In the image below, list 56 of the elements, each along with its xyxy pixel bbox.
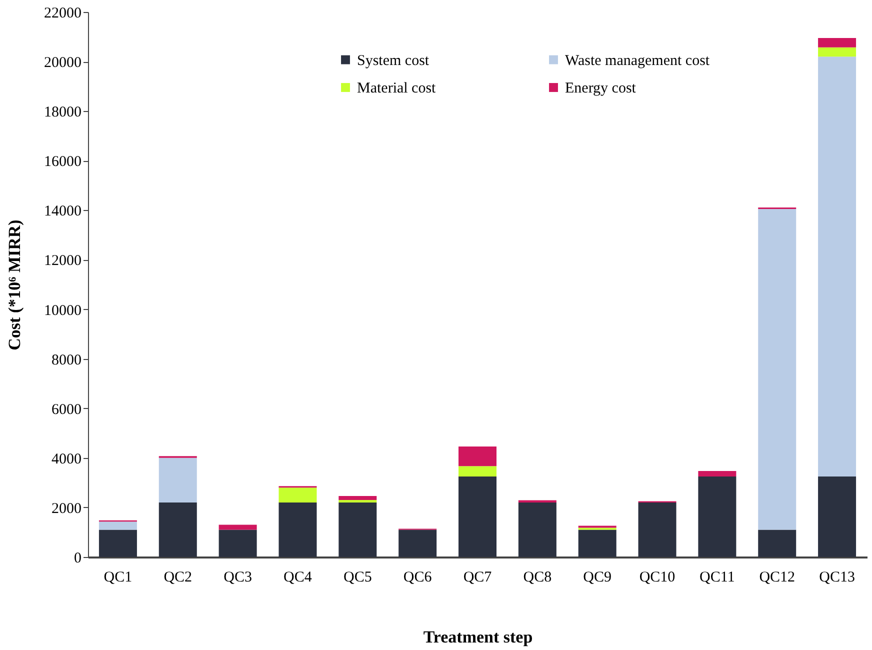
y-tick-label: 2000 [52, 500, 82, 517]
bar [758, 530, 796, 557]
y-tick-label: 0 [74, 550, 82, 566]
x-tick-label: QC9 [583, 570, 612, 586]
x-tick-label: QC11 [700, 570, 735, 586]
x-tick-label: QC1 [104, 570, 132, 586]
y-tick-label: 14000 [44, 204, 82, 220]
bar [158, 502, 197, 557]
x-tick-label: QC6 [403, 570, 432, 586]
y-tick-label: 22000 [44, 6, 82, 22]
legend-label: Material cost [357, 80, 437, 96]
legend-label: System cost [357, 52, 430, 69]
y-axis-title: Cost (*10⁶ MIRR) [5, 220, 24, 350]
legend-label: Waste management cost [565, 52, 710, 69]
y-tick-label: 8000 [52, 352, 82, 368]
bar [458, 446, 496, 466]
y-tick-label: 20000 [44, 55, 82, 72]
y-tick-label: 6000 [52, 402, 82, 418]
x-tick-label: QC4 [284, 570, 312, 586]
y-tick-label: 12000 [44, 253, 82, 270]
x-axis-title: Treatment step [423, 628, 533, 646]
y-tick-label: 16000 [44, 154, 82, 170]
x-tick-label: QC13 [819, 570, 855, 586]
bar [98, 530, 137, 557]
bar [158, 458, 197, 502]
bar [338, 496, 377, 500]
bar [818, 476, 856, 557]
y-tick-label: 18000 [44, 104, 82, 121]
bar [278, 502, 317, 557]
legend-label: Energy cost [565, 80, 637, 96]
bar [458, 466, 496, 476]
bar [98, 522, 137, 530]
bar [698, 471, 736, 476]
x-tick-label: QC7 [463, 570, 492, 586]
y-tick-label: 4000 [52, 451, 82, 468]
x-tick-label: QC12 [759, 570, 796, 586]
bar [218, 530, 257, 557]
x-tick-label: QC10 [639, 570, 676, 586]
bar [698, 476, 736, 557]
x-tick-label: QC2 [164, 570, 192, 586]
bar [758, 208, 796, 530]
x-tick-label: QC8 [523, 570, 552, 586]
y-tick-label: 10000 [44, 302, 82, 319]
bar [638, 502, 676, 557]
bar [338, 502, 377, 557]
x-tick-label: QC5 [343, 570, 372, 586]
x-tick-label: QC3 [224, 570, 252, 586]
bar [218, 524, 257, 530]
bar [818, 47, 856, 57]
bar [818, 38, 856, 48]
bar [518, 502, 556, 557]
bar [818, 56, 856, 476]
bar [458, 476, 496, 557]
bar [578, 530, 616, 557]
bar [278, 488, 317, 502]
bar [398, 530, 437, 557]
